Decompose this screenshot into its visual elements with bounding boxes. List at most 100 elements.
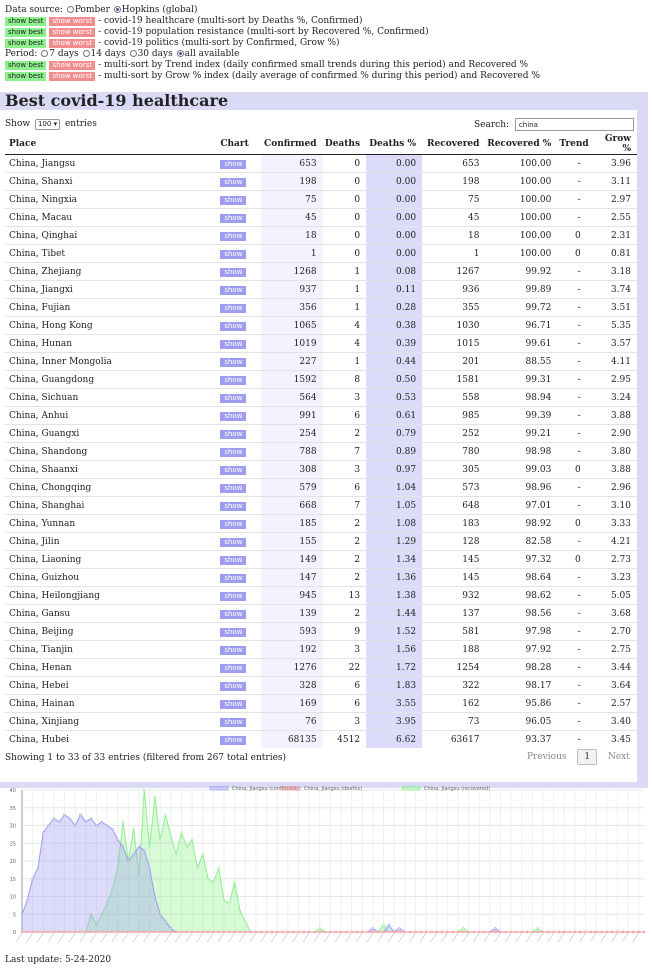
- series-point-2: [233, 881, 236, 884]
- show-chart-button[interactable]: show: [220, 357, 247, 367]
- period-radio-all[interactable]: [176, 50, 184, 57]
- x-tick-mark: [451, 932, 459, 943]
- category-show-best-button-0[interactable]: show best: [5, 17, 47, 26]
- show-chart-button[interactable]: show: [220, 249, 247, 259]
- show-chart-button[interactable]: show: [220, 681, 247, 691]
- series-point-1: [366, 930, 369, 934]
- pagination-next[interactable]: Next: [607, 752, 630, 762]
- show-chart-button[interactable]: show: [220, 411, 247, 421]
- col-trend[interactable]: Trend: [557, 134, 595, 155]
- legend-label[interactable]: China, Jiangsu (confirmed): [232, 786, 298, 792]
- show-chart-button[interactable]: show: [220, 699, 247, 709]
- col-deaths-pct[interactable]: Deaths %: [366, 134, 423, 155]
- cell-recovered-pct: 82.58: [485, 532, 558, 551]
- period-radio-7-days[interactable]: [41, 50, 49, 57]
- show-chart-button[interactable]: show: [220, 375, 247, 385]
- show-chart-button[interactable]: show: [220, 573, 247, 583]
- show-chart-button[interactable]: show: [220, 447, 247, 457]
- cell-recovered-pct: 98.94: [485, 388, 558, 407]
- show-chart-button[interactable]: show: [220, 609, 247, 619]
- period-radio-14-days[interactable]: [82, 50, 90, 57]
- legend-swatch[interactable]: [401, 785, 421, 791]
- source-radio-hopkins[interactable]: [113, 6, 121, 13]
- cell-recovered: 145: [422, 550, 486, 569]
- show-chart-button[interactable]: show: [220, 177, 247, 187]
- col-grow-pct[interactable]: Grow %: [594, 134, 637, 155]
- show-chart-button[interactable]: show: [220, 627, 247, 637]
- legend-swatch[interactable]: [281, 785, 301, 791]
- show-chart-button[interactable]: show: [220, 501, 247, 511]
- show-chart-button[interactable]: show: [220, 159, 247, 169]
- cell-grow-pct: 3.57: [594, 334, 637, 353]
- cell-trend: -: [557, 586, 595, 605]
- cell-chart: show: [216, 226, 261, 245]
- show-chart-button[interactable]: show: [220, 267, 247, 277]
- col-recovered[interactable]: Recovered: [422, 134, 486, 155]
- x-tick-mark: [345, 932, 352, 943]
- show-chart-button[interactable]: show: [220, 213, 247, 223]
- show-chart-button[interactable]: show: [220, 195, 247, 205]
- period-show-worst-button-1[interactable]: show worst: [49, 72, 96, 81]
- source-radio-pomber[interactable]: [66, 6, 74, 13]
- search-input[interactable]: china: [514, 118, 634, 131]
- series-point-2: [217, 866, 220, 870]
- cell-confirmed: 198: [260, 172, 323, 191]
- pagination-previous[interactable]: Previous: [527, 752, 567, 762]
- category-show-worst-button-0[interactable]: show worst: [49, 17, 96, 26]
- show-chart-button[interactable]: show: [220, 393, 247, 403]
- show-chart-button[interactable]: show: [220, 303, 247, 313]
- table-row: China, Inner Mongolia show 227 1 0.44 201 88.5…: [5, 352, 637, 371]
- series-point-2: [89, 913, 93, 916]
- cell-deaths-pct: 1.38: [366, 586, 423, 605]
- show-chart-button[interactable]: show: [220, 465, 247, 475]
- col-confirmed[interactable]: Confirmed: [260, 134, 323, 155]
- show-chart-button[interactable]: show: [220, 591, 247, 601]
- cell-recovered: 201: [422, 352, 486, 371]
- cell-recovered-pct: 99.31: [485, 370, 558, 389]
- show-chart-button[interactable]: show: [220, 339, 247, 349]
- category-show-best-button-2[interactable]: show best: [5, 39, 47, 48]
- period-show-best-button-1[interactable]: show best: [5, 72, 47, 81]
- show-chart-button[interactable]: show: [220, 321, 247, 331]
- show-chart-button[interactable]: show: [220, 483, 247, 493]
- cell-deaths: 0: [322, 154, 367, 173]
- cell-place: China, Heilongjiang: [5, 586, 217, 605]
- show-chart-button[interactable]: show: [220, 645, 247, 655]
- show-chart-button[interactable]: show: [220, 519, 247, 529]
- show-chart-button[interactable]: show: [220, 663, 247, 673]
- show-chart-button[interactable]: show: [220, 735, 247, 745]
- cell-place: China, Beijing: [5, 622, 217, 641]
- col-deaths[interactable]: Deaths: [322, 134, 367, 155]
- table-row: China, Guangdong show 1592 8 0.50 1581 99.31-2…: [5, 370, 637, 389]
- show-chart-button[interactable]: show: [220, 537, 247, 547]
- cell-grow-pct: 3.11: [594, 172, 637, 191]
- period-radio-30-days[interactable]: [129, 50, 137, 57]
- cell-place: China, Jilin: [5, 532, 217, 551]
- cell-deaths: 0: [322, 244, 367, 263]
- cell-place: China, Shaanxi: [5, 460, 217, 479]
- cell-chart: show: [216, 424, 261, 443]
- show-chart-button[interactable]: show: [220, 285, 247, 295]
- last-update: Last update: 5-24-2020: [5, 955, 112, 965]
- cell-confirmed: 788: [260, 442, 323, 461]
- col-chart[interactable]: Chart: [216, 134, 261, 155]
- series-point-2: [196, 866, 199, 870]
- category-show-worst-button-1[interactable]: show worst: [49, 28, 96, 37]
- cell-chart: show: [216, 244, 261, 263]
- period-show-best-button-0[interactable]: show best: [5, 61, 47, 70]
- legend-swatch[interactable]: [209, 785, 229, 791]
- col-recovered-pct[interactable]: Recovered %: [485, 134, 558, 155]
- show-chart-button[interactable]: show: [220, 429, 247, 439]
- pagination-page-1[interactable]: 1: [577, 749, 598, 765]
- category-show-worst-button-2[interactable]: show worst: [49, 39, 96, 48]
- show-chart-button[interactable]: show: [220, 231, 247, 241]
- show-chart-button[interactable]: show: [220, 555, 247, 565]
- col-place[interactable]: Place: [5, 134, 217, 155]
- entries-select[interactable]: 100 ▾: [34, 119, 61, 130]
- period-show-worst-button-0[interactable]: show worst: [49, 61, 96, 70]
- legend-label[interactable]: China, Jiangsu (recovered): [424, 786, 490, 792]
- category-show-best-button-1[interactable]: show best: [5, 28, 47, 37]
- show-chart-button[interactable]: show: [220, 717, 247, 727]
- legend-label[interactable]: China, Jiangsu (deaths): [304, 786, 362, 792]
- series-point-1: [541, 930, 545, 934]
